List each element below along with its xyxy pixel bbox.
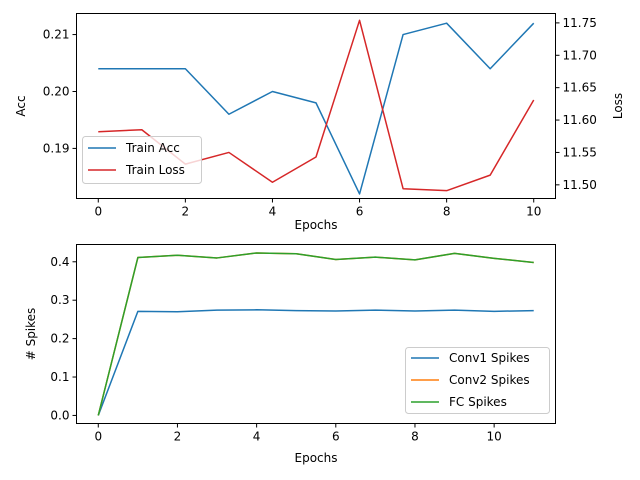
series-line-fc-spikes xyxy=(97,252,534,416)
legend-label-conv1-spikes: Conv1 Spikes xyxy=(449,351,530,365)
plot-frame xyxy=(76,13,556,199)
y-tick-label-left: 0.20 xyxy=(43,84,70,98)
legend-label-train-acc: Train Acc xyxy=(125,141,180,155)
y-tick-label-left: 0.4 xyxy=(50,255,69,269)
x-tick-label: 8 xyxy=(411,430,419,444)
y-tick-label-right: 11.75 xyxy=(563,16,597,30)
spikes-chart: 0 2 4 6 8 10 0.00.10.20.30.4 Epochs # Spikes … xyxy=(24,244,556,465)
x-tick-label: 0 xyxy=(94,430,102,444)
y-tick-label-right: 11.70 xyxy=(563,48,597,62)
legend-label-fc-spikes: FC Spikes xyxy=(449,395,507,409)
plot-frame xyxy=(76,244,556,424)
y-axis-label: # Spikes xyxy=(24,308,38,361)
x-tick-label: 2 xyxy=(182,205,190,219)
y-tick-label-left: 0.0 xyxy=(50,408,69,422)
y-tick-label-right: 11.55 xyxy=(563,145,597,159)
x-tick-label: 0 xyxy=(94,205,102,219)
x-tick-label: 6 xyxy=(332,430,340,444)
legend: Conv1 Spikes Conv2 Spikes FC Spikes xyxy=(405,347,550,414)
y-tick-label-left: 0.1 xyxy=(50,370,69,384)
y-tick-label-left: 0.21 xyxy=(43,28,70,42)
x-tick-label: 4 xyxy=(269,205,277,219)
y-tick-label-left: 0.2 xyxy=(50,332,69,346)
x-tick-label: 4 xyxy=(253,430,261,444)
x-tick-label: 8 xyxy=(443,205,451,219)
series-line-train-acc xyxy=(98,22,535,195)
series-line-conv1-spikes xyxy=(97,309,534,416)
legend-label-conv2-spikes: Conv2 Spikes xyxy=(449,373,530,387)
y-tick-label-left: 0.19 xyxy=(43,141,70,155)
accuracy-loss-chart: 0 2 4 6 8 10 0.19 0.20 0.21 11.50 11.55 11.60 11.6… xyxy=(14,13,625,232)
y-axis-label-right: Loss xyxy=(611,93,625,119)
y-axis-label-left: Acc xyxy=(14,95,28,116)
y-tick-label-right: 11.60 xyxy=(563,113,597,127)
legend: Train Acc Train Loss xyxy=(82,136,202,184)
x-tick-label: 10 xyxy=(486,430,501,444)
y-tick-label-right: 11.65 xyxy=(563,81,597,95)
y-tick-label-left: 0.3 xyxy=(50,293,69,307)
legend-label-train-loss: Train Loss xyxy=(125,163,185,177)
x-tick-label: 2 xyxy=(174,430,182,444)
x-axis-label: Epochs xyxy=(295,218,338,232)
x-axis-label: Epochs xyxy=(295,451,338,465)
x-tick-label: 6 xyxy=(356,205,364,219)
legend-box xyxy=(405,347,550,414)
y-tick-label-right: 11.50 xyxy=(563,178,597,192)
x-tick-label: 10 xyxy=(526,205,541,219)
